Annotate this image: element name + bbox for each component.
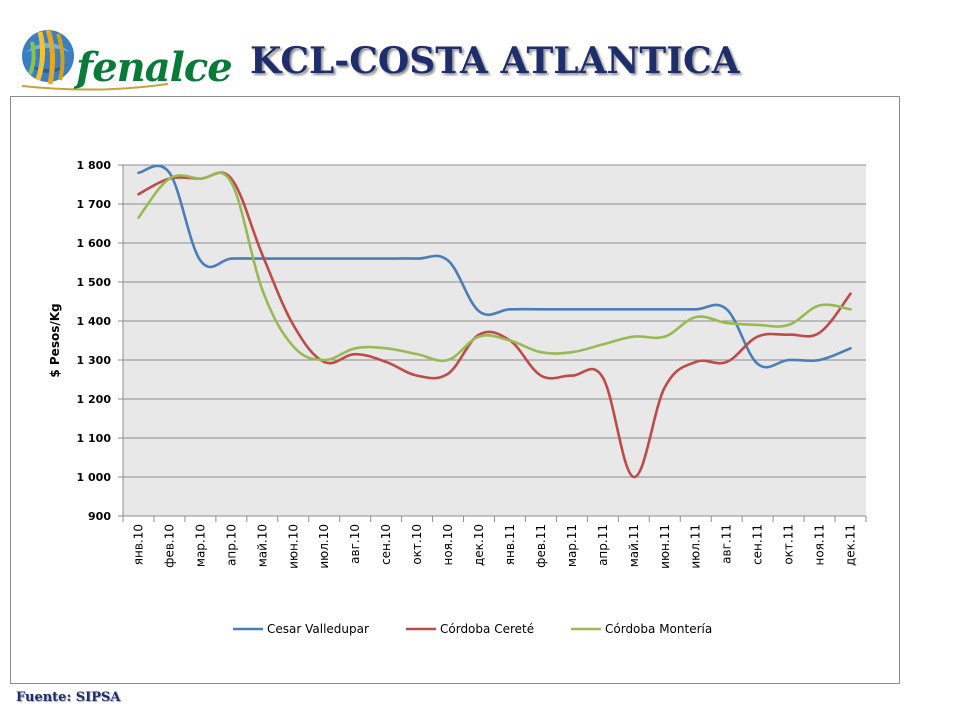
y-tick-label: 1 100 (77, 432, 112, 445)
logo-wordmark: fenalce (76, 44, 233, 91)
y-tick-label: 1 000 (77, 471, 112, 484)
x-tick-label: июл.10 (317, 524, 331, 569)
x-tick-label: мар.11 (565, 524, 579, 567)
x-tick-label: окт.10 (410, 524, 424, 565)
y-axis-label: $ Pesos/Kg (48, 303, 62, 377)
chart-frame: 900 1 000 1 100 1 200 1 300 1 400 1 500 1 600 1 … (10, 96, 900, 684)
series-line-2 (137, 171, 852, 479)
x-tick-label: май.11 (627, 524, 641, 567)
legend: Cesar Valledupar Córdoba Cereté Córdoba Mo… (233, 622, 712, 636)
legend-label: Córdoba Montería (605, 622, 712, 636)
x-tick-label: ноя.10 (441, 524, 455, 566)
x-tick-label: авг.10 (348, 524, 362, 564)
x-tick-label: ноя.11 (813, 524, 827, 566)
x-tick-label: окт.11 (782, 524, 796, 565)
y-tick-label: 1 500 (77, 276, 112, 289)
x-tick-label: апр.10 (224, 524, 238, 566)
y-tick-label: 1 800 (77, 159, 112, 172)
plot-area (123, 165, 866, 516)
x-tick-label: апр.11 (596, 524, 610, 566)
x-tick-label: июл.11 (689, 524, 703, 569)
x-tick-label: фев.11 (534, 524, 548, 568)
y-tick-label: 900 (88, 510, 111, 523)
x-tick-label: янв.10 (131, 524, 145, 565)
y-tick-label: 1 600 (77, 237, 112, 250)
source-note: Fuente: SIPSA (16, 690, 121, 705)
globe-icon (21, 29, 169, 91)
legend-label: Córdoba Cereté (440, 622, 534, 636)
fenalce-logo: fenalce (18, 24, 233, 96)
x-tick-label: фев.10 (162, 524, 176, 568)
legend-label: Cesar Valledupar (267, 622, 369, 636)
x-tick-label: июн.10 (286, 524, 300, 569)
y-tick-label: 1 700 (77, 198, 112, 211)
x-tick-label: сен.10 (379, 524, 393, 565)
y-tick-label: 1 200 (77, 393, 112, 406)
page-title: KCL-COSTA ATLANTICA (250, 40, 740, 82)
x-tick-label: мар.10 (193, 524, 207, 567)
y-tick-label: 1 300 (77, 354, 112, 367)
series-line-3 (137, 171, 852, 363)
x-tick-label: дек.11 (844, 524, 858, 566)
x-tick-label: янв.11 (503, 524, 517, 565)
y-tick-label: 1 400 (77, 315, 112, 328)
x-tick-label: сен.11 (751, 524, 765, 565)
x-tick-label: май.10 (255, 524, 269, 567)
x-tick-label: дек.10 (472, 524, 486, 566)
x-tick-label: авг.11 (720, 524, 734, 564)
x-tick-label: июн.11 (658, 524, 672, 569)
line-chart: 900 1 000 1 100 1 200 1 300 1 400 1 500 1 600 1 … (48, 159, 867, 636)
